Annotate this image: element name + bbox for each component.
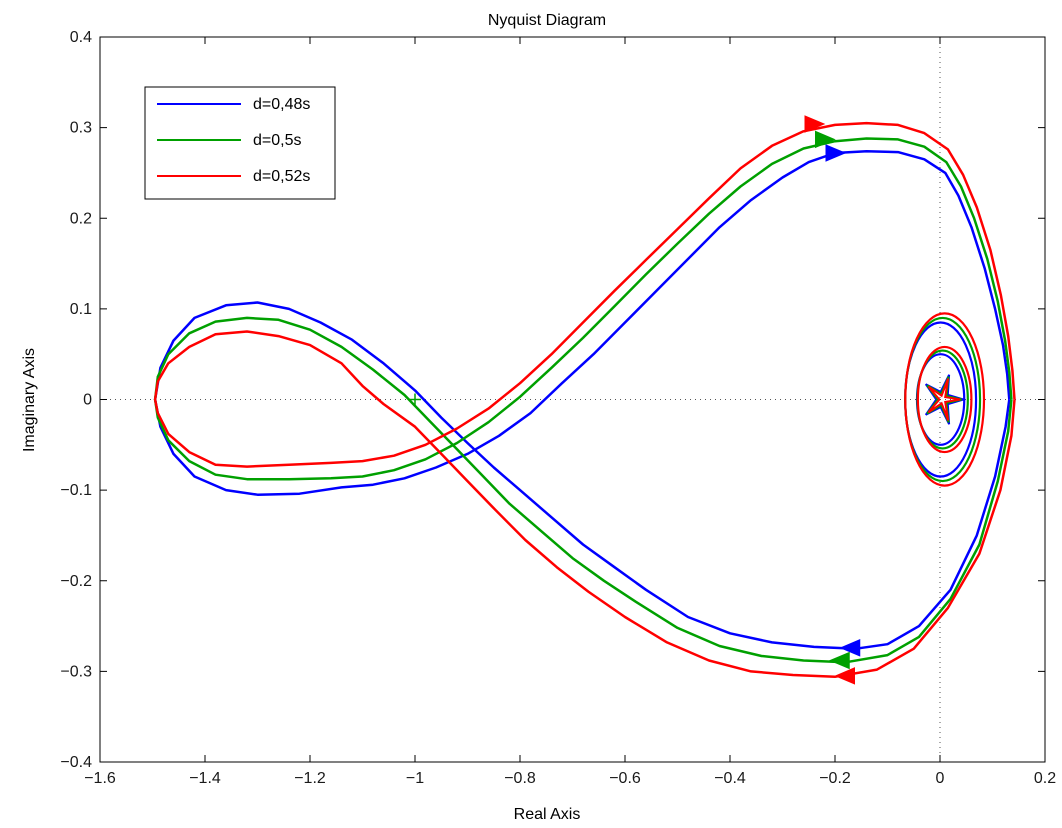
plot-area: −1.6 −1.4 −1.2 −1 −0.8 −0.6 −0.4 −0.2 0 0.2 −0.4 −0… bbox=[60, 29, 1056, 787]
series-arrow-1-0 bbox=[815, 130, 836, 149]
series-arrow-2-0 bbox=[804, 115, 826, 133]
y-tick-label: 0.2 bbox=[70, 210, 92, 227]
y-tick-label: 0.1 bbox=[70, 301, 92, 318]
x-tick-label: −0.2 bbox=[819, 770, 851, 787]
x-tick-label: −1.6 bbox=[84, 770, 116, 787]
x-axis-label: Real Axis bbox=[514, 806, 581, 823]
y-tick-label: 0 bbox=[83, 392, 92, 409]
y-tick-label: −0.3 bbox=[60, 663, 92, 680]
y-tick-label: 0.3 bbox=[70, 120, 92, 137]
y-tick-label: −0.2 bbox=[60, 573, 92, 590]
legend-entry-0: d=0,48s bbox=[253, 96, 310, 113]
series-arrow-0-1 bbox=[839, 639, 861, 657]
chart-title: Nyquist Diagram bbox=[488, 12, 606, 29]
series-line-1 bbox=[153, 137, 1013, 664]
legend-entry-1: d=0,5s bbox=[253, 132, 301, 149]
y-tick-label: −0.1 bbox=[60, 482, 92, 499]
series-inner-loop-2-0 bbox=[904, 312, 986, 487]
x-tick-label: −0.4 bbox=[714, 770, 746, 787]
series-arrow-2-1 bbox=[834, 667, 855, 685]
x-tick-label: 0 bbox=[936, 770, 945, 787]
legend-box bbox=[144, 86, 336, 200]
series-line-2 bbox=[153, 121, 1016, 679]
y-axis-label: Imaginary Axis bbox=[21, 348, 38, 452]
x-tick-label: −1 bbox=[406, 770, 424, 787]
series-arrow-1-1 bbox=[828, 651, 850, 670]
y-tick-label: 0.4 bbox=[70, 29, 92, 46]
series-arrow-0-0 bbox=[825, 144, 847, 162]
series-inner-loop-2-1 bbox=[916, 345, 973, 454]
y-tick-label: −0.4 bbox=[60, 754, 92, 771]
x-tick-label: −0.8 bbox=[504, 770, 536, 787]
series-origin-star-2 bbox=[927, 378, 961, 421]
x-tick-label: −1.2 bbox=[294, 770, 326, 787]
legend-entry-2: d=0,52s bbox=[253, 168, 310, 185]
x-tick-label: −0.6 bbox=[609, 770, 641, 787]
series-line-0 bbox=[153, 149, 1011, 650]
x-tick-label: −1.4 bbox=[189, 770, 221, 787]
x-tick-label: 0.2 bbox=[1034, 770, 1056, 787]
